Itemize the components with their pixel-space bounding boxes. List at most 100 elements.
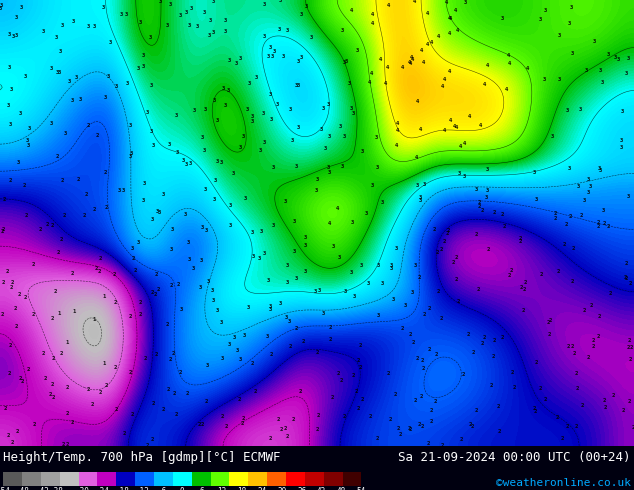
Text: 3: 3 <box>579 107 582 112</box>
Text: 2: 2 <box>337 371 340 376</box>
Text: 4: 4 <box>448 69 451 74</box>
Text: 2: 2 <box>162 407 165 412</box>
Text: 3: 3 <box>345 59 348 64</box>
Text: 3: 3 <box>55 35 58 40</box>
Text: 3: 3 <box>239 56 242 61</box>
Text: 2: 2 <box>575 424 578 429</box>
Text: 3: 3 <box>232 171 236 175</box>
Text: 6: 6 <box>200 487 205 490</box>
Text: 2: 2 <box>592 338 595 343</box>
Text: 3: 3 <box>204 187 207 193</box>
Text: 2: 2 <box>95 133 99 138</box>
Text: 4: 4 <box>420 48 424 52</box>
Text: 2: 2 <box>39 227 42 232</box>
Text: 2: 2 <box>45 222 49 227</box>
Text: 2: 2 <box>466 332 470 337</box>
Text: 3: 3 <box>328 170 331 175</box>
Text: 2: 2 <box>475 408 478 413</box>
Text: 2: 2 <box>294 326 297 331</box>
Text: 3: 3 <box>458 171 461 176</box>
Text: 2: 2 <box>1 312 4 317</box>
Text: 2: 2 <box>446 228 450 233</box>
Text: 3: 3 <box>583 198 586 203</box>
Text: 2: 2 <box>358 343 362 348</box>
Text: 3: 3 <box>318 288 321 293</box>
Text: 3: 3 <box>148 35 152 40</box>
Text: 1: 1 <box>103 361 107 366</box>
Text: 3: 3 <box>243 333 246 338</box>
Text: 3: 3 <box>614 55 618 60</box>
Text: 2: 2 <box>607 223 611 229</box>
Text: 2: 2 <box>501 335 504 340</box>
Text: 30: 30 <box>277 487 287 490</box>
Text: 3: 3 <box>250 119 254 124</box>
Text: 2: 2 <box>197 422 200 427</box>
Text: 2: 2 <box>533 406 536 411</box>
Text: 3: 3 <box>70 98 74 103</box>
Text: 2: 2 <box>98 391 101 395</box>
Text: 3: 3 <box>68 79 72 84</box>
Text: 2: 2 <box>138 312 141 318</box>
Text: 3: 3 <box>262 140 266 145</box>
Text: 3: 3 <box>211 288 214 293</box>
Text: 2: 2 <box>631 425 634 430</box>
Text: 2: 2 <box>462 371 465 377</box>
Text: 3: 3 <box>250 230 254 235</box>
Text: 2: 2 <box>428 306 431 312</box>
Text: 3: 3 <box>50 121 53 126</box>
Text: 2: 2 <box>357 406 360 411</box>
Text: 2: 2 <box>60 238 63 243</box>
Text: 3: 3 <box>320 126 323 131</box>
Text: 3: 3 <box>208 33 211 38</box>
Text: 4: 4 <box>505 87 508 92</box>
Text: 3: 3 <box>56 70 60 75</box>
Text: 2: 2 <box>498 429 501 434</box>
Text: 3: 3 <box>337 255 341 260</box>
Text: 4: 4 <box>448 31 451 36</box>
Text: 3: 3 <box>340 28 344 33</box>
Text: 2: 2 <box>298 389 302 394</box>
Text: 2: 2 <box>408 332 412 337</box>
Text: 3: 3 <box>627 56 630 61</box>
Text: 2: 2 <box>477 287 480 292</box>
Text: 2: 2 <box>418 275 421 280</box>
Text: 2: 2 <box>441 443 444 448</box>
FancyBboxPatch shape <box>22 472 41 486</box>
Text: 3: 3 <box>150 129 153 134</box>
Text: 3: 3 <box>533 170 536 174</box>
Text: 2: 2 <box>436 289 440 294</box>
Text: 2: 2 <box>429 419 432 424</box>
Text: 2: 2 <box>129 370 133 375</box>
Text: 2: 2 <box>49 392 53 396</box>
Text: 2: 2 <box>155 352 158 357</box>
Text: 3: 3 <box>72 19 75 24</box>
Text: 3: 3 <box>568 167 571 172</box>
Text: 4: 4 <box>441 84 444 89</box>
Text: 2: 2 <box>3 406 6 411</box>
Text: 2: 2 <box>32 422 36 427</box>
Text: 4: 4 <box>425 11 429 16</box>
Text: 2: 2 <box>129 314 132 319</box>
Text: 4: 4 <box>401 65 404 70</box>
Text: 3: 3 <box>27 144 30 148</box>
Text: 2: 2 <box>408 426 411 431</box>
Text: 2: 2 <box>628 399 631 404</box>
Text: 3: 3 <box>597 166 600 172</box>
Text: 2: 2 <box>598 314 601 319</box>
Text: Height/Temp. 700 hPa [gdmp][°C] ECMWF: Height/Temp. 700 hPa [gdmp][°C] ECMWF <box>3 451 281 464</box>
FancyBboxPatch shape <box>60 472 79 486</box>
Text: 2: 2 <box>177 282 180 287</box>
Text: 2: 2 <box>562 242 566 246</box>
Text: 2: 2 <box>3 197 6 202</box>
Text: 2: 2 <box>612 393 615 398</box>
Text: 3: 3 <box>350 270 353 275</box>
Text: 2: 2 <box>446 231 450 236</box>
Text: 2: 2 <box>565 222 569 227</box>
Text: 3: 3 <box>0 6 2 11</box>
Text: 2: 2 <box>557 269 560 274</box>
Text: 2: 2 <box>186 391 189 396</box>
Text: 3: 3 <box>262 251 266 256</box>
Text: 3: 3 <box>303 235 307 240</box>
Text: 3: 3 <box>124 12 128 18</box>
Text: 2: 2 <box>330 395 333 400</box>
